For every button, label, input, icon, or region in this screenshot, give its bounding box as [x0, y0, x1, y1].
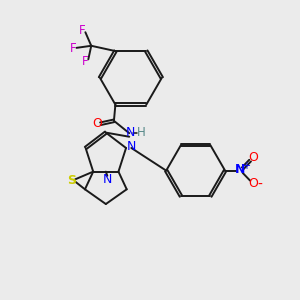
Text: N: N — [235, 163, 245, 176]
Text: +: + — [242, 161, 250, 171]
Text: F: F — [82, 55, 89, 68]
Text: N: N — [103, 173, 112, 186]
Text: F: F — [79, 24, 86, 37]
Text: F: F — [70, 42, 76, 55]
Text: O: O — [248, 177, 258, 190]
Text: S: S — [67, 174, 76, 187]
Text: N: N — [126, 126, 135, 139]
Text: H: H — [137, 126, 146, 139]
Text: N: N — [127, 140, 136, 153]
Text: O: O — [248, 151, 258, 164]
Text: O: O — [92, 117, 102, 130]
Text: -: - — [257, 178, 262, 192]
